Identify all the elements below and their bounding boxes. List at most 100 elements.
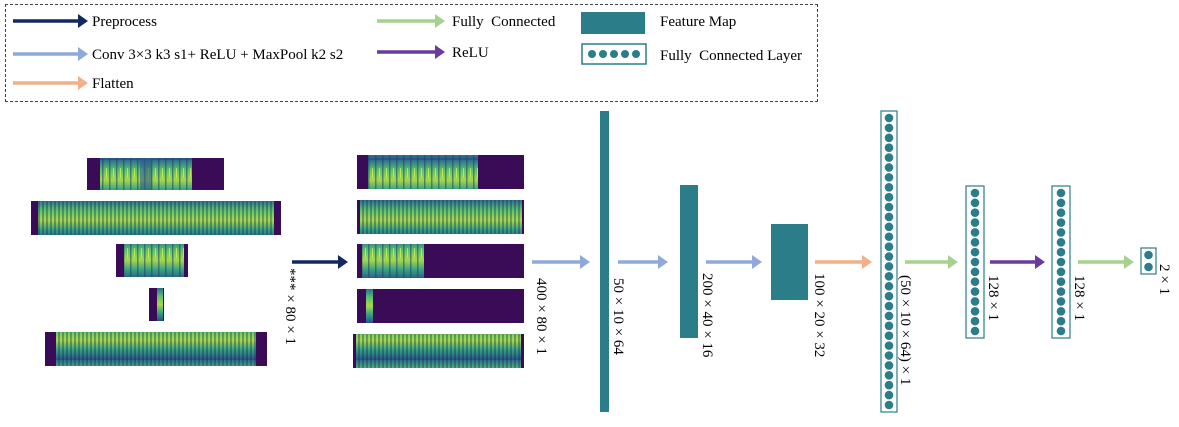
legend-relu-label: ReLU	[452, 45, 489, 61]
padded-spectrogram-3	[357, 244, 524, 278]
input-spectrogram-5	[45, 332, 267, 366]
flatten-node	[884, 202, 894, 212]
legend-fully-connected: Fully Connected	[377, 14, 556, 30]
legend-preprocess-label: Preprocess	[92, 14, 157, 30]
flatten-node	[884, 301, 894, 311]
legend-conv: Conv 3×3 k3 s1+ ReLU + MaxPool k2 s2	[13, 47, 343, 63]
flatten-arrowhead-icon	[78, 76, 88, 90]
flatten-node	[884, 173, 894, 182]
fc-layer-1-shape-label: 128 × 1	[985, 275, 1001, 321]
flatten-node	[884, 192, 894, 202]
fc-layer-1-node	[970, 218, 980, 227]
flatten-shape-label: (50 × 10 × 64) × 1	[897, 275, 913, 385]
fc-arrowhead-icon	[435, 14, 445, 28]
flatten-node	[884, 281, 894, 291]
fc-layer-2-node	[1056, 326, 1066, 336]
fc-layer-1-node	[970, 326, 980, 336]
flatten-node	[884, 252, 894, 261]
legend-feature-map-label: Feature Map	[660, 14, 736, 30]
padded-spectrogram-1	[357, 155, 524, 189]
fc-layer-2-node	[1056, 267, 1066, 277]
preprocess-arrow	[292, 255, 348, 269]
flatten-node	[884, 113, 894, 123]
flatten-node	[884, 331, 894, 341]
flatten-node	[884, 341, 894, 350]
flatten-node	[884, 212, 894, 222]
preprocess-arrowhead-icon	[78, 14, 88, 28]
legend-node-dot	[610, 50, 618, 58]
flatten-arrow	[815, 255, 872, 269]
fc-layer-1-nodes	[970, 188, 980, 336]
fc-layer-2-node	[1056, 297, 1066, 306]
fc-arrow-2	[1078, 255, 1134, 269]
padded-spectrogram-5	[353, 334, 524, 368]
fc-layer-1-node	[970, 297, 980, 306]
fc-layer-2-node	[1056, 316, 1066, 326]
conv-arrowhead-icon	[78, 47, 88, 61]
fc-layer-1-node	[970, 228, 980, 237]
output-layer-nodes	[1144, 250, 1153, 272]
fc-layer-1-node	[970, 316, 980, 326]
fc-layer-2-node	[1056, 237, 1066, 247]
conv-arrow-3	[706, 255, 762, 269]
output-shape-label: 2 × 1	[1156, 264, 1172, 295]
flatten-node	[884, 311, 894, 321]
fc-layer-2-node	[1056, 247, 1066, 257]
legend-flatten-label: Flatten	[92, 76, 134, 92]
flatten-node	[884, 400, 894, 410]
legend: Preprocess Conv 3×3 k3 s1+ ReLU + MaxPoo…	[13, 12, 802, 92]
fc-layer-2-node	[1056, 208, 1066, 218]
padded-shape-label: 400 × 80 × 1	[533, 278, 549, 355]
legend-fc-layer-label: Fully Connected Layer	[660, 48, 802, 64]
flatten-node	[884, 232, 894, 242]
fc-layer-1-node	[970, 208, 980, 218]
flatten-node	[884, 153, 894, 162]
fc-layer-1-node	[970, 257, 980, 267]
fc-layer-1-node	[970, 247, 980, 257]
flatten-node	[884, 291, 894, 301]
flatten-node	[884, 272, 894, 281]
fc-layer-2-node	[1056, 257, 1066, 267]
fc-layer-1-node	[970, 287, 980, 296]
feature-map-1-shape-label: 50 × 10 × 64	[610, 278, 626, 355]
legend-node-dot	[588, 50, 596, 58]
input-shape-label: *** × 80 × 1	[282, 268, 298, 345]
input-spectrograms: *** × 80 × 1	[31, 158, 298, 366]
fc-layer-1-node	[970, 267, 980, 277]
feature-map-2-shape-label: 200 × 40 × 16	[699, 273, 715, 358]
padded-spectrograms: 400 × 80 × 1	[353, 155, 549, 368]
flatten-node	[884, 222, 894, 232]
feature-map-swatch-icon	[581, 12, 645, 34]
fc-layer-1-node	[970, 237, 980, 247]
fc-layer-1-node	[970, 306, 980, 316]
flatten-node	[884, 123, 894, 133]
feature-map-3-shape-label: 100 × 20 × 32	[811, 273, 827, 357]
legend-preprocess: Preprocess	[13, 14, 157, 30]
legend-node-dot	[599, 50, 607, 58]
fc-layer-1-node	[970, 188, 980, 198]
legend-feature-map: Feature Map	[581, 12, 736, 34]
legend-fully-connected-label: Fully Connected	[452, 14, 556, 30]
flatten-node	[884, 262, 894, 271]
feature-map-3	[771, 224, 808, 300]
legend-node-dot	[632, 50, 640, 58]
input-spectrogram-4	[149, 288, 164, 321]
fc-layer-dots-icon	[588, 50, 640, 58]
feature-map-1	[600, 111, 609, 412]
conv-arrow-1	[532, 255, 590, 269]
fc-layer-2-node	[1056, 218, 1066, 227]
fc-layer-2-node	[1056, 306, 1066, 316]
relu-arrowhead-icon	[435, 45, 445, 59]
fc-arrow-1	[905, 255, 958, 269]
fc-layer-2-node	[1056, 277, 1066, 287]
flatten-node	[884, 390, 894, 400]
feature-map-2	[680, 185, 698, 338]
fc-layer-2-node	[1056, 198, 1066, 208]
input-spectrogram-2	[31, 201, 281, 235]
padded-spectrogram-4	[357, 289, 524, 323]
fc-layer-2-shape-label: 128 × 1	[1071, 275, 1087, 321]
legend-box	[5, 4, 818, 102]
flatten-node	[884, 163, 894, 172]
padded-spectrogram-2	[357, 200, 524, 234]
